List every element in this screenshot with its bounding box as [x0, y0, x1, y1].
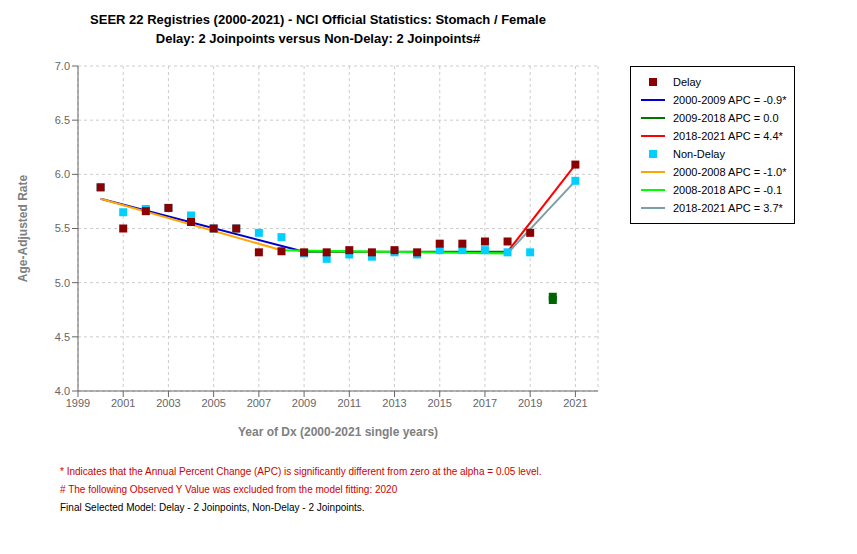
html-text:* Indicates that the Annual Pe: * Indicates that the Annual Percent Chan…	[60, 466, 542, 477]
svg-text:6.0: 6.0	[55, 168, 70, 180]
svg-text:4.0: 4.0	[55, 385, 70, 397]
svg-text:2013: 2013	[382, 397, 406, 409]
html-text:2000-2008 APC = -1.0*: 2000-2008 APC = -1.0*	[673, 166, 787, 178]
svg-text:2015: 2015	[427, 397, 451, 409]
html-text:2018-2021 APC = 4.4*: 2018-2021 APC = 4.4*	[673, 130, 783, 142]
svg-text:2019: 2019	[518, 397, 542, 409]
html-text:Final Selected Model: Delay -: Final Selected Model: Delay - 2 Joinpoin…	[60, 502, 365, 513]
svg-text:2003: 2003	[156, 397, 180, 409]
html-text:2009-2018 APC = 0.0: 2009-2018 APC = 0.0	[673, 112, 779, 124]
svg-text:2007: 2007	[247, 397, 271, 409]
html-text:Delay: 2 Joinpoints versus Non: Delay: 2 Joinpoints versus Non-Delay: 2 …	[155, 31, 481, 46]
html-text:Non-Delay: Non-Delay	[673, 148, 725, 160]
svg-text:4.5: 4.5	[55, 331, 70, 343]
svg-text:2001: 2001	[111, 397, 135, 409]
svg-text:2005: 2005	[201, 397, 225, 409]
svg-text:2021: 2021	[563, 397, 587, 409]
html-text:Delay: Delay	[673, 76, 702, 88]
svg-text:2009: 2009	[292, 397, 316, 409]
html-text:SEER 22 Registries (2000-2021): SEER 22 Registries (2000-2021) - NCI Off…	[90, 12, 546, 27]
svg-text:2017: 2017	[473, 397, 497, 409]
svg-text:Year of Dx (2000-2021 single y: Year of Dx (2000-2021 single years)	[238, 425, 438, 439]
svg-text:5.0: 5.0	[55, 277, 70, 289]
html-text:2008-2018 APC = -0.1: 2008-2018 APC = -0.1	[673, 184, 783, 196]
svg-text:6.5: 6.5	[55, 114, 70, 126]
svg-text:5.5: 5.5	[55, 222, 70, 234]
html-text:# The following Observed Y Val: # The following Observed Y Value was exc…	[60, 484, 398, 495]
svg-text:2011: 2011	[337, 397, 361, 409]
html-text:2000-2009 APC = -0.9*: 2000-2009 APC = -0.9*	[673, 94, 787, 106]
svg-text:1999: 1999	[66, 397, 90, 409]
html-text:2018-2021 APC = 3.7*: 2018-2021 APC = 3.7*	[673, 202, 783, 214]
svg-text:7.0: 7.0	[55, 60, 70, 72]
svg-text:Age-Adjusted Rate: Age-Adjusted Rate	[16, 175, 30, 283]
